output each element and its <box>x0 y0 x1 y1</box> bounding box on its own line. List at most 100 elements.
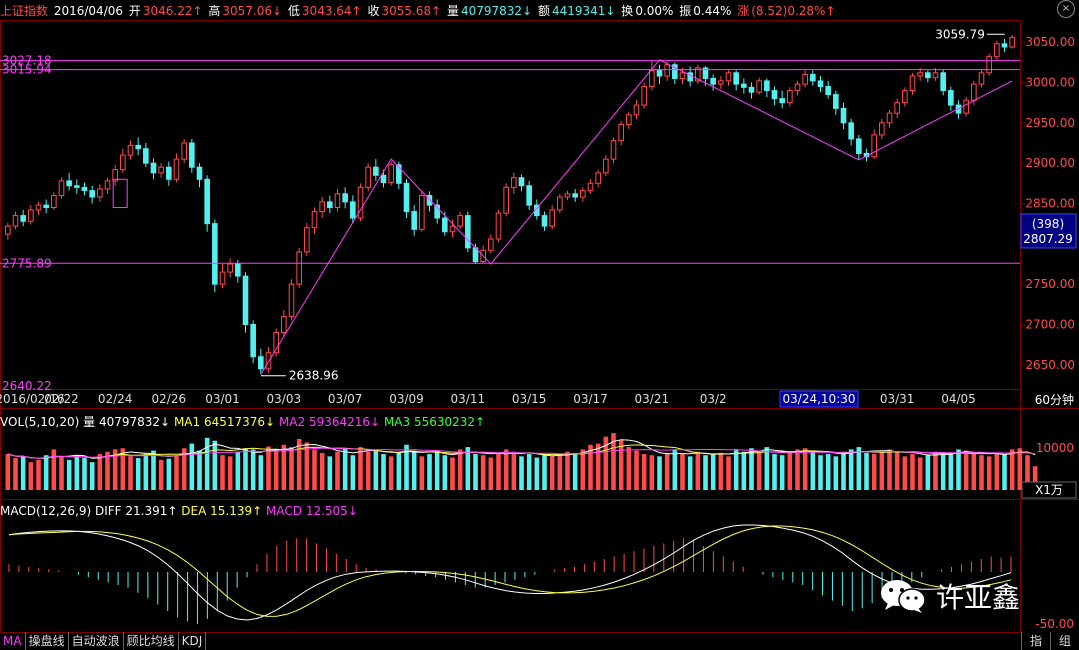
tab-ma[interactable]: MA <box>0 632 26 650</box>
info-date: 2016/04/06 <box>53 4 124 18</box>
candle-body <box>580 190 586 198</box>
macd-label: MACD <box>266 504 302 518</box>
candle-body <box>817 80 824 88</box>
volume-bar <box>1025 455 1030 490</box>
volume-bar <box>687 456 693 490</box>
candle-body <box>235 263 241 277</box>
volume-bar <box>764 447 770 490</box>
volume-bar <box>373 449 379 490</box>
ma2-value: 59364216↓ <box>308 415 381 429</box>
candle-body <box>787 90 793 104</box>
volume-bar <box>511 451 517 490</box>
volume-bar <box>289 447 294 490</box>
cursor-time-label: 03/24,10:30 <box>783 392 856 406</box>
volume-bar <box>105 451 110 490</box>
volume-bar <box>580 449 586 490</box>
volume-bar <box>611 433 616 490</box>
tab-guppy[interactable]: 顾比均线 <box>124 632 179 650</box>
high-value: 3057.06↓ <box>222 4 283 18</box>
volume-bar <box>473 454 478 490</box>
tab-index[interactable]: 指 <box>1020 632 1050 650</box>
ma2-label: MA2 <box>278 415 306 429</box>
period-label: 60分钟 <box>1035 392 1074 407</box>
candle-body <box>1009 36 1015 48</box>
volume-bar <box>741 451 747 490</box>
ma3-label: MA3 <box>383 415 411 429</box>
candle-body <box>940 72 946 92</box>
volume-unit-label: X1万 <box>1035 483 1063 497</box>
volume-bar <box>572 452 578 490</box>
candle-body <box>273 332 279 354</box>
candle-body <box>526 185 532 206</box>
vol-title[interactable]: VOL(5,10,20) <box>0 415 80 429</box>
volume-bar <box>787 452 793 490</box>
close-icon[interactable]: × <box>1057 0 1075 18</box>
volume-bar <box>59 456 64 490</box>
volume-bar <box>549 456 555 490</box>
volume-bar <box>680 454 685 490</box>
candle-body <box>104 180 111 190</box>
candle-body <box>35 204 42 211</box>
volume-bar <box>802 448 808 490</box>
volume-bar <box>749 448 754 490</box>
volume-bar <box>917 457 923 490</box>
candle-body <box>311 211 318 229</box>
vol-qty-label: 量 <box>83 415 96 429</box>
candle-body <box>626 114 632 125</box>
date-label: 03/03 <box>267 392 302 406</box>
close-value: 3055.68↑ <box>381 4 442 18</box>
volume-bar <box>902 456 908 490</box>
candle-body <box>618 123 624 142</box>
volume-bar <box>979 455 984 490</box>
volume-bar <box>312 449 317 490</box>
volume-bar <box>963 450 969 490</box>
volume-bar <box>565 451 570 490</box>
candle-body <box>541 215 548 227</box>
candle-body <box>304 227 310 253</box>
macd-title[interactable]: MACD(12,26,9) <box>0 504 92 518</box>
amount-value: 4419341↓ <box>551 4 616 18</box>
volume-bar <box>197 450 202 490</box>
tab-operation-line[interactable]: 操盘线 <box>26 632 69 650</box>
index-name[interactable]: 上证指数 <box>0 4 49 18</box>
tab-auto-wave[interactable]: 自动波浪 <box>69 632 124 650</box>
price-tick-label: 2700.00 <box>1025 318 1075 332</box>
ma1-value: 64517376↓ <box>203 415 276 429</box>
cursor-time-box <box>779 390 859 408</box>
tab-kdj[interactable]: KDJ <box>179 632 207 650</box>
volume-bar <box>1009 449 1015 490</box>
candle-body <box>81 186 88 192</box>
candle-body <box>909 75 916 92</box>
candle-body <box>518 177 525 187</box>
candle-body <box>856 138 862 154</box>
volume-bar <box>994 452 1000 490</box>
candle-body <box>902 90 908 104</box>
volume-bar <box>296 438 302 490</box>
tab-group[interactable]: 组 <box>1049 632 1079 650</box>
volume-bar <box>266 446 271 490</box>
volume-bar <box>526 454 532 490</box>
candle-body <box>718 80 724 85</box>
change-label: 涨 <box>737 4 750 18</box>
candle-body <box>917 72 923 77</box>
volume-bar <box>28 462 34 490</box>
volume-bar <box>534 457 540 490</box>
candle-body <box>978 72 985 85</box>
price-tick-label: 2650.00 <box>1025 358 1075 372</box>
volume-bar <box>1032 466 1038 490</box>
volume-bar <box>956 449 961 490</box>
macd-axis-tick: -50.00 <box>1035 617 1074 631</box>
volume-bar <box>128 456 133 490</box>
volume-bar <box>358 447 363 490</box>
volume-bar <box>174 455 179 490</box>
volume-bar <box>166 458 172 490</box>
volume-bar <box>986 456 992 490</box>
volume-bar <box>948 452 954 490</box>
amount-label: 额 <box>537 4 550 18</box>
candle-body <box>656 69 663 77</box>
volume-bar <box>235 451 241 490</box>
volume-bar <box>718 452 724 490</box>
volume-bar <box>618 440 624 490</box>
candle-body <box>120 154 126 171</box>
